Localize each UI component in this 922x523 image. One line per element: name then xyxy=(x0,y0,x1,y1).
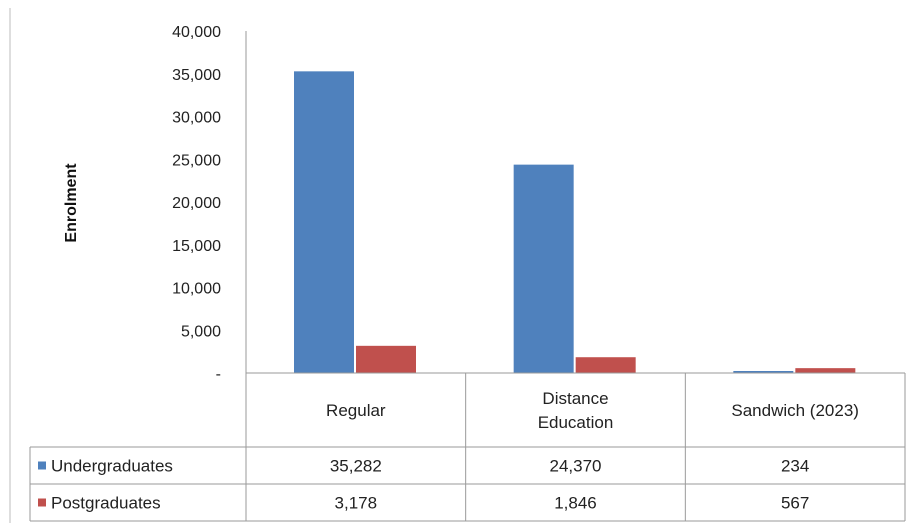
legend-label-postgraduates: Postgraduates xyxy=(51,494,161,513)
y-tick-label: 10,000 xyxy=(172,281,221,298)
data-label: 234 xyxy=(781,457,809,476)
legend-swatch-undergraduates xyxy=(38,461,46,470)
bars xyxy=(245,31,856,373)
data-table: Regular Distance Education Sandwich (2023) U… xyxy=(29,372,906,522)
y-tick-label: 20,000 xyxy=(172,195,221,212)
data-label: 3,178 xyxy=(335,494,378,513)
category-label: Distance Education xyxy=(538,389,614,432)
legend-label-undergraduates: Undergraduates xyxy=(51,457,173,476)
y-axis-label: Enrolment xyxy=(63,163,80,243)
y-tick-label: 5,000 xyxy=(181,323,221,340)
bar-undergraduates-2 xyxy=(513,164,574,373)
data-label: 24,370 xyxy=(550,457,602,476)
category-label: Sandwich (2023) xyxy=(731,401,859,420)
y-tick-label: - xyxy=(216,366,221,383)
data-label: 567 xyxy=(781,494,809,513)
category-label: Regular xyxy=(326,401,386,420)
y-tick-labels: - 5,000 10,000 15,000 20,000 25,000 30,000 35,0… xyxy=(172,24,221,383)
bar-undergraduates-1 xyxy=(294,71,354,373)
y-tick-label: 15,000 xyxy=(172,238,221,255)
bar-postgraduates-1 xyxy=(356,345,416,373)
bar-postgraduates-2 xyxy=(575,357,636,373)
y-tick-label: 35,000 xyxy=(172,67,221,84)
data-label: 35,282 xyxy=(330,457,382,476)
y-tick-label: 40,000 xyxy=(172,24,221,41)
y-tick-label: 25,000 xyxy=(172,152,221,169)
bar-undergraduates-3 xyxy=(733,370,794,373)
legend-swatch-postgraduates xyxy=(38,498,46,507)
y-tick-label: 30,000 xyxy=(172,110,221,127)
data-label: 1,846 xyxy=(554,494,597,513)
bar-postgraduates-3 xyxy=(795,368,856,373)
